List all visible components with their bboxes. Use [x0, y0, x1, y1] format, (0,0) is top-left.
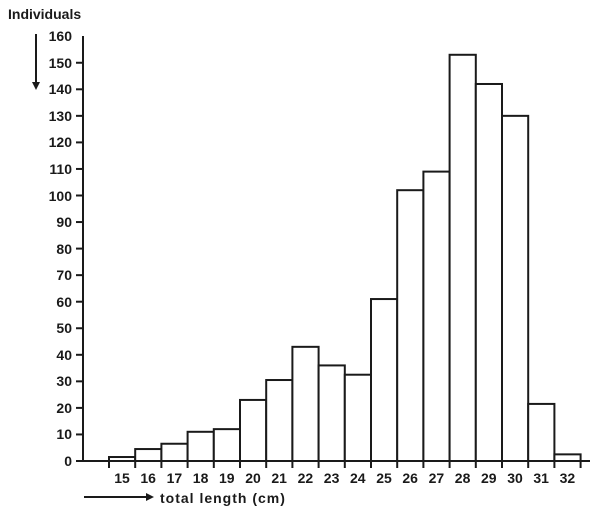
bar-22: [291, 345, 320, 462]
bar-27: [422, 170, 451, 462]
x-tick-label: 18: [192, 470, 209, 486]
x-tick-label: 30: [507, 470, 523, 486]
y-tick-label: 160: [48, 28, 72, 45]
bar-30: [501, 114, 530, 462]
x-arrowhead-icon: [146, 493, 154, 501]
y-tick-label: 50: [56, 320, 72, 337]
bar-28: [448, 53, 477, 462]
y-tick-label: 110: [49, 160, 72, 177]
bar-29: [474, 82, 503, 463]
x-tick-label: 16: [140, 470, 156, 486]
y-tick-label: 80: [56, 240, 72, 257]
x-axis-title: total length (cm): [160, 490, 286, 506]
y-tick-label: 10: [56, 426, 72, 443]
x-tick-label: 29: [481, 470, 497, 486]
bar-25: [370, 298, 399, 463]
bar-16: [134, 448, 163, 462]
x-tick-label: 27: [428, 470, 445, 486]
y-tick-label: 100: [48, 187, 72, 204]
bar-18: [186, 430, 215, 463]
bar-20: [239, 398, 268, 462]
x-tick-label: 19: [219, 470, 235, 486]
x-tick-label: 15: [114, 470, 130, 486]
y-tick-label: 90: [56, 214, 72, 231]
bar-17: [160, 442, 189, 462]
y-tick-label: 120: [48, 134, 72, 151]
bar-23: [317, 364, 346, 463]
bar-21: [265, 379, 294, 462]
y-tick-label: 140: [48, 81, 72, 98]
x-tick-label: 26: [402, 470, 418, 486]
x-tick-label: 32: [559, 470, 576, 486]
x-tick-label: 23: [323, 470, 340, 486]
bar-26: [396, 189, 425, 462]
y-tick-label: 30: [56, 373, 72, 390]
x-tick-label: 20: [245, 470, 261, 486]
y-tick-label: 40: [56, 346, 72, 363]
x-tick-label: 28: [454, 470, 471, 486]
y-tick-label: 130: [48, 107, 72, 124]
y-tick-label: 70: [56, 267, 72, 284]
x-tick-label: 24: [350, 470, 366, 486]
y-axis-title: Individuals: [8, 6, 82, 22]
x-tick-label: 31: [533, 470, 549, 486]
bar-31: [527, 402, 556, 463]
y-tick-label: 0: [64, 453, 72, 469]
x-tick-label: 25: [376, 470, 392, 486]
bar-19: [212, 428, 242, 463]
y-tick-label: 150: [48, 54, 72, 71]
bars: [76, 53, 582, 468]
y-tick-label: 60: [56, 293, 72, 310]
x-tick-label: 17: [166, 470, 183, 486]
x-tick-label: 22: [297, 470, 314, 486]
x-tick-label: 21: [271, 470, 287, 486]
bar-24: [343, 373, 372, 462]
y-tick-label: 20: [56, 399, 72, 416]
y-arrowhead-icon: [32, 82, 40, 90]
